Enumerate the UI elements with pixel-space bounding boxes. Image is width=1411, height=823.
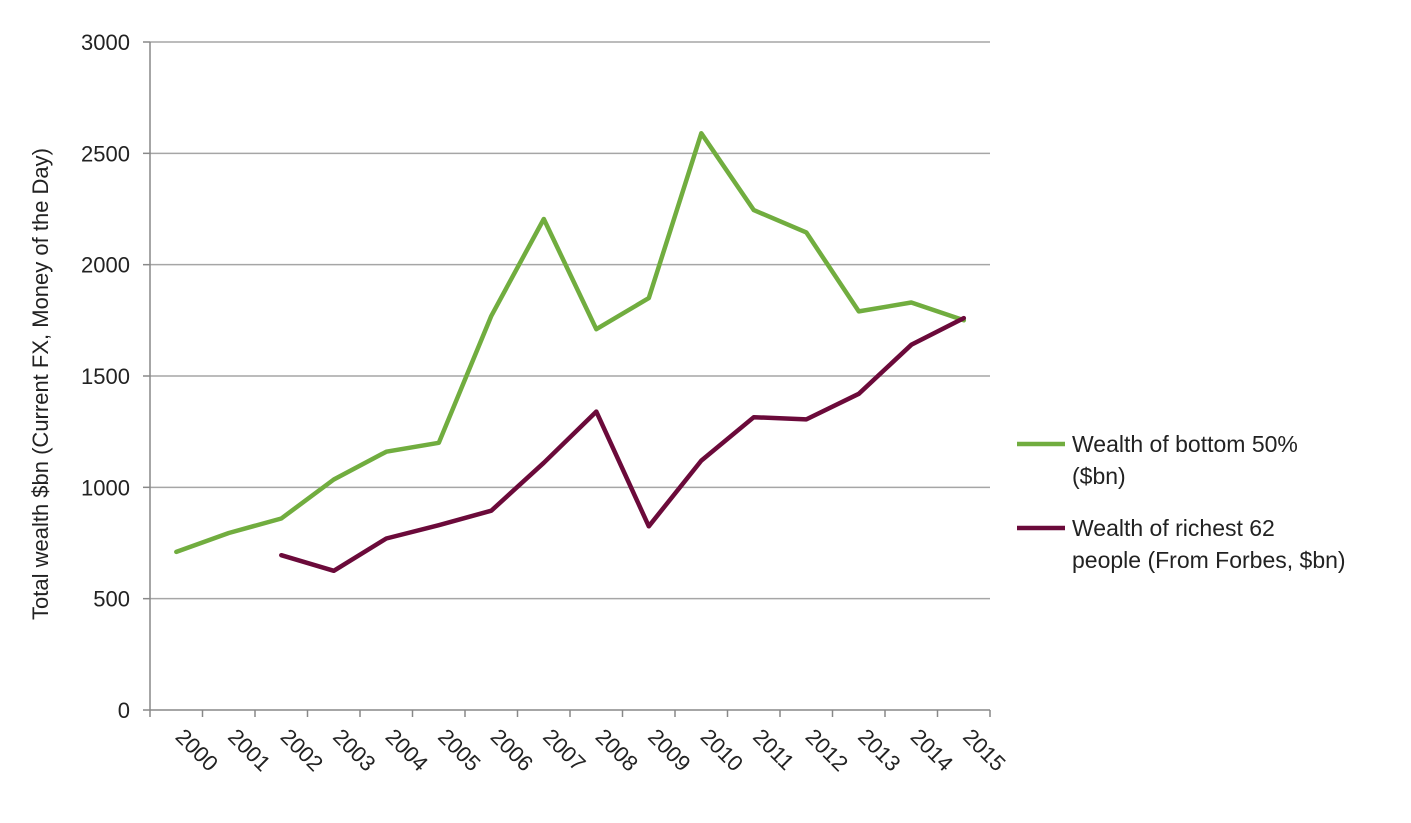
series-lines (174, 131, 967, 574)
x-tick-label: 2000 (171, 724, 223, 776)
y-tick-label: 1500 (81, 364, 130, 389)
x-tick-label: 2011 (748, 724, 799, 775)
legend-entry-2: Wealth of richest 62 people (From Forbes,… (1017, 515, 1346, 573)
y-tick-label: 0 (118, 698, 130, 723)
x-tick-label: 2010 (696, 724, 748, 776)
x-tick-label: 2004 (381, 724, 433, 776)
y-tick-label: 3000 (81, 30, 130, 55)
y-tick-label: 2500 (81, 141, 130, 166)
x-tick-label: 2003 (328, 724, 380, 776)
series-line-1 (174, 131, 967, 555)
series-line-2 (279, 315, 967, 574)
x-tick-label: 2013 (853, 724, 905, 776)
x-tick-label: 2002 (276, 724, 328, 776)
x-tick-label: 2015 (958, 724, 1010, 776)
y-tick-label: 1000 (81, 475, 130, 500)
x-tick-label: 2007 (538, 724, 590, 776)
x-tick-label: 2009 (643, 724, 695, 776)
y-tick-label: 500 (93, 587, 130, 612)
x-tick-label: 2008 (591, 724, 643, 776)
x-tick-label: 2012 (801, 724, 853, 776)
legend-label: ($bn) (1072, 463, 1126, 489)
legend-label: Wealth of richest 62 (1072, 515, 1275, 541)
legend-label: people (From Forbes, $bn) (1072, 547, 1346, 573)
legend-entry-1: Wealth of bottom 50% ($bn) (1017, 431, 1298, 489)
legend-label: Wealth of bottom 50% (1072, 431, 1298, 457)
y-tick-label: 2000 (81, 253, 130, 278)
gridlines (150, 41, 990, 600)
axes (143, 41, 991, 717)
x-tick-labels: 2000 2001 2002 2003 2004 2005 2006 2007 2008 2009… (171, 724, 1011, 776)
y-axis-title: Total wealth $bn (Current FX, Money of t… (28, 148, 53, 620)
x-tick-label: 2001 (223, 724, 275, 776)
x-tick-label: 2014 (906, 724, 958, 776)
x-tick-label: 2005 (433, 724, 485, 776)
y-tick-labels: 0 500 1000 1500 2000 2500 3000 (81, 30, 130, 723)
legend: Wealth of bottom 50% ($bn) Wealth of riche… (1017, 431, 1346, 573)
x-tick-label: 2006 (486, 724, 538, 776)
